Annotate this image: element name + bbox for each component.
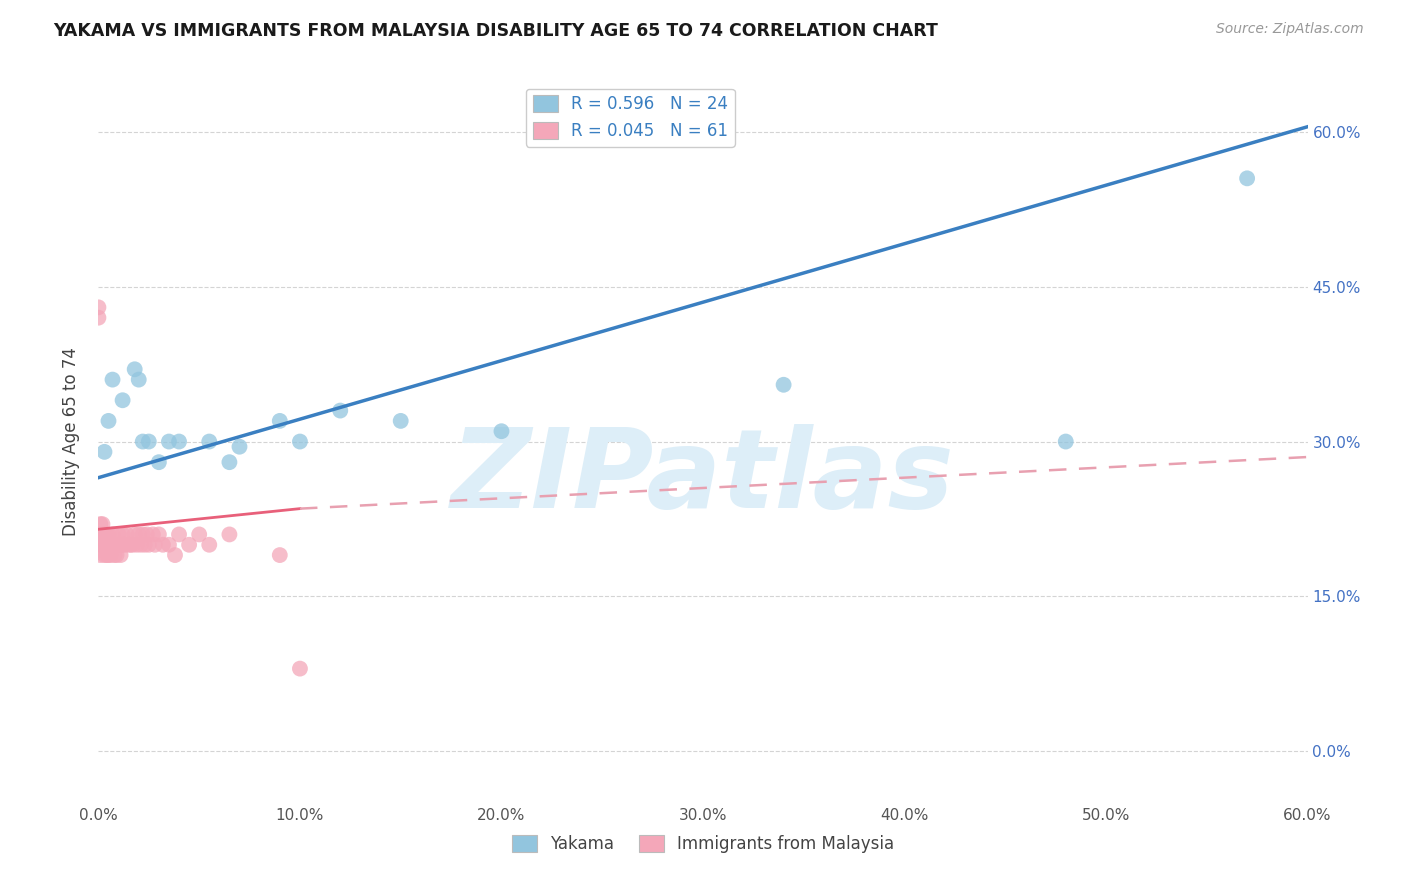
Point [97, 414, 120, 428]
Point [120, 538, 142, 552]
Point [87, 310, 110, 325]
Text: Source: ZipAtlas.com: Source: ZipAtlas.com [1216, 22, 1364, 37]
Point [167, 527, 190, 541]
Point [111, 538, 134, 552]
Point [125, 538, 148, 552]
Point [218, 527, 240, 541]
Point [105, 548, 128, 562]
Point [143, 538, 166, 552]
Point [129, 538, 152, 552]
Point [87, 301, 110, 315]
Point [128, 527, 150, 541]
Text: YAKAMA VS IMMIGRANTS FROM MALAYSIA DISABILITY AGE 65 TO 74 CORRELATION CHART: YAKAMA VS IMMIGRANTS FROM MALAYSIA DISAB… [53, 22, 938, 40]
Point [101, 538, 124, 552]
Point [91, 538, 114, 552]
Point [142, 527, 165, 541]
Point [96, 538, 118, 552]
Legend: Yakama, Immigrants from Malaysia: Yakama, Immigrants from Malaysia [505, 828, 901, 860]
Point [101, 527, 124, 541]
Text: ZIPatlas: ZIPatlas [451, 425, 955, 531]
Point [288, 434, 311, 449]
Point [111, 527, 134, 541]
Point [87, 527, 110, 541]
Point [93, 527, 115, 541]
Point [118, 538, 141, 552]
Point [188, 527, 211, 541]
Point [100, 548, 122, 562]
Point [93, 548, 115, 562]
Point [107, 538, 129, 552]
Point [97, 538, 120, 552]
Point [91, 517, 114, 532]
Point [218, 455, 240, 469]
Point [157, 434, 180, 449]
Point [97, 527, 120, 541]
Point [138, 538, 160, 552]
Point [101, 373, 124, 387]
Point [128, 373, 150, 387]
Point [157, 538, 180, 552]
Point [110, 548, 132, 562]
Point [91, 527, 114, 541]
Point [148, 527, 170, 541]
Point [1054, 434, 1077, 449]
Point [132, 527, 155, 541]
Point [89, 548, 111, 562]
Point [124, 527, 146, 541]
Point [288, 662, 311, 676]
Point [107, 527, 129, 541]
Point [134, 538, 156, 552]
Point [269, 548, 291, 562]
Point [97, 548, 120, 562]
Point [110, 538, 132, 552]
Point [103, 548, 125, 562]
Point [772, 377, 794, 392]
Point [105, 538, 128, 552]
Point [103, 538, 125, 552]
Point [132, 434, 155, 449]
Point [163, 548, 186, 562]
Point [93, 538, 115, 552]
Point [1236, 171, 1258, 186]
Point [96, 527, 118, 541]
Point [93, 445, 115, 459]
Point [138, 434, 160, 449]
Point [179, 538, 201, 552]
Point [389, 414, 412, 428]
Point [124, 362, 146, 376]
Point [114, 538, 136, 552]
Point [100, 538, 122, 552]
Point [167, 434, 190, 449]
Y-axis label: Disability Age 65 to 74: Disability Age 65 to 74 [62, 347, 80, 536]
Point [135, 527, 157, 541]
Point [329, 403, 352, 417]
Point [148, 455, 170, 469]
Point [152, 538, 174, 552]
Point [89, 538, 111, 552]
Point [96, 548, 118, 562]
Point [269, 414, 291, 428]
Point [228, 440, 250, 454]
Point [198, 434, 221, 449]
Point [121, 538, 143, 552]
Point [115, 527, 138, 541]
Point [111, 393, 134, 408]
Point [491, 424, 513, 438]
Point [89, 517, 111, 532]
Point [198, 538, 221, 552]
